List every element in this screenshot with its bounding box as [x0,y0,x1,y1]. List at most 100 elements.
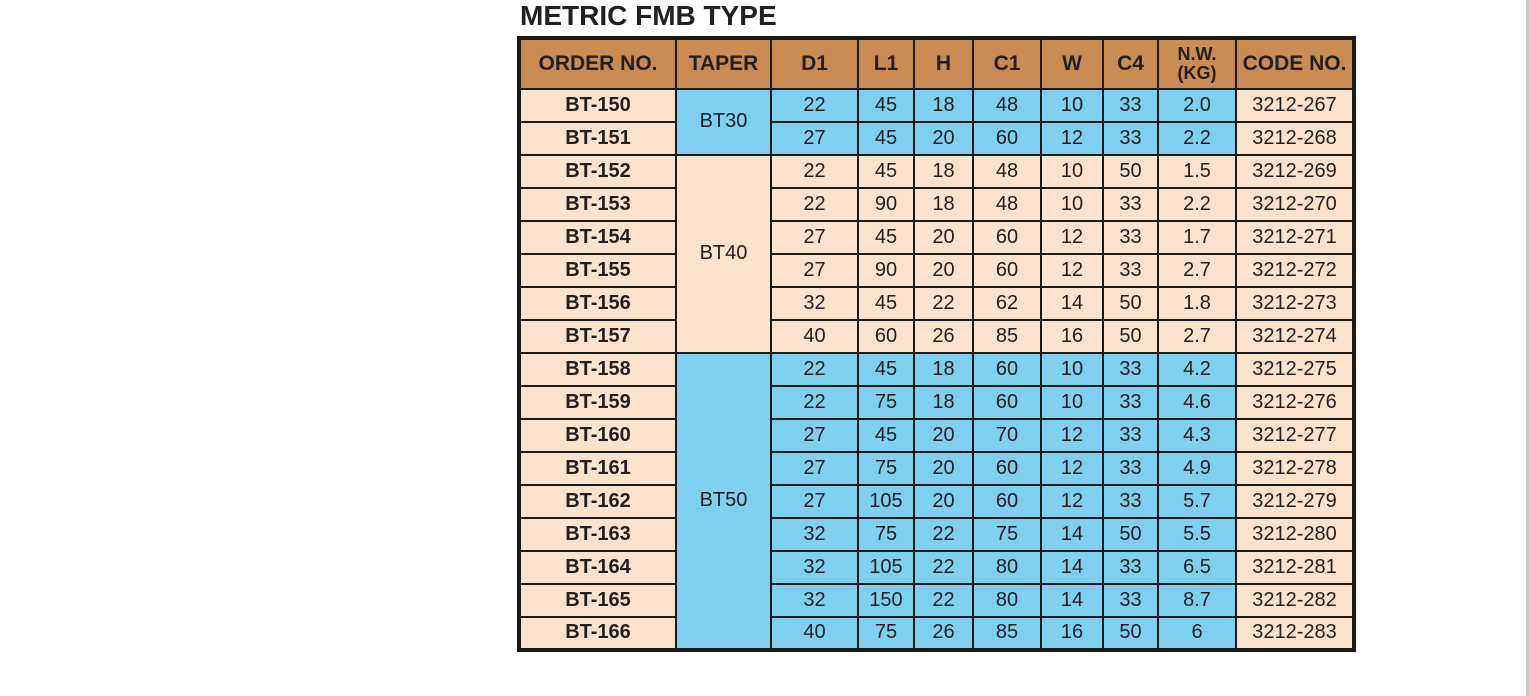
table-row: BT-152 BT40 22 45 18 48 10 50 1.5 3212-269 [518,153,1355,354]
c1-cell: 48 [972,153,1042,189]
code-no-cell: 3212-274 [1235,318,1355,354]
order-no-cell: BT-150 [518,87,677,123]
d1-cell: 32 [770,285,859,321]
w-cell: 16 [1040,615,1104,651]
h-cell: 18 [913,186,974,222]
d1-cell: 27 [770,417,859,453]
order-no-cell: BT-165 [518,582,677,618]
code-no-cell: 3212-278 [1235,450,1355,486]
col-header-nw-kg: N.W. (KG) [1157,36,1237,90]
table-row: BT-154 27 45 20 60 12 33 1.7 3212-271 [518,219,1355,255]
l1-cell: 75 [857,516,915,552]
c4-cell: 33 [1102,417,1159,453]
order-no-cell: BT-151 [518,120,677,156]
table-row: BT-150 BT30 22 45 18 48 10 33 2.0 3212-267 [518,87,1355,156]
c1-cell: 60 [972,483,1042,519]
l1-cell: 90 [857,252,915,288]
l1-cell: 105 [857,483,915,519]
w-cell: 12 [1040,252,1104,288]
h-cell: 18 [913,351,974,387]
col-header-nw-line1: N.W. [1177,43,1217,64]
l1-cell: 45 [857,87,915,123]
nw-kg-cell: 2.2 [1157,186,1237,222]
c1-cell: 70 [972,417,1042,453]
d1-cell: 22 [770,153,859,189]
catalog-table-block: METRIC FMB TYPE ORDER NO. TAPER D1 L1 H … [517,0,1356,652]
table-row: BT-157 40 60 26 85 16 50 2.7 3212-274 [518,318,1355,354]
l1-cell: 45 [857,285,915,321]
code-no-cell: 3212-269 [1235,153,1355,189]
l1-cell: 75 [857,615,915,651]
table-row: BT-166 40 75 26 85 16 50 6 3212-283 [518,615,1355,651]
order-no-cell: BT-158 [518,351,677,387]
table-row: BT-158 BT50 22 45 18 60 10 33 4.2 3212-275 [518,351,1355,651]
c4-cell: 33 [1102,549,1159,585]
order-no-cell: BT-155 [518,252,677,288]
taper-cell: BT40 [675,153,772,354]
c1-cell: 80 [972,549,1042,585]
taper-cell: BT50 [675,351,772,651]
col-header-nw-line2: (KG) [1177,62,1217,83]
taper-cell: BT30 [675,87,772,156]
code-no-cell: 3212-273 [1235,285,1355,321]
d1-cell: 22 [770,87,859,123]
page-edge-line [1526,0,1529,696]
w-cell: 12 [1040,483,1104,519]
code-no-cell: 3212-270 [1235,186,1355,222]
c4-cell: 33 [1102,87,1159,123]
code-no-cell: 3212-268 [1235,120,1355,156]
h-cell: 22 [913,582,974,618]
code-no-cell: 3212-283 [1235,615,1355,651]
metric-fmb-table: ORDER NO. TAPER D1 L1 H C1 W C4 N.W. (KG… [517,35,1356,652]
c4-cell: 33 [1102,120,1159,156]
nw-kg-cell: 2.7 [1157,318,1237,354]
nw-kg-cell: 2.0 [1157,87,1237,123]
c4-cell: 33 [1102,351,1159,387]
d1-cell: 27 [770,219,859,255]
nw-kg-cell: 5.5 [1157,516,1237,552]
h-cell: 20 [913,483,974,519]
w-cell: 10 [1040,384,1104,420]
l1-cell: 75 [857,384,915,420]
d1-cell: 27 [770,120,859,156]
table-row: BT-163 32 75 22 75 14 50 5.5 3212-280 [518,516,1355,552]
col-header-c1: C1 [972,36,1042,90]
w-cell: 10 [1040,153,1104,189]
c1-cell: 48 [972,186,1042,222]
d1-cell: 32 [770,549,859,585]
table-row: BT-165 32 150 22 80 14 33 8.7 3212-282 [518,582,1355,618]
d1-cell: 27 [770,450,859,486]
w-cell: 14 [1040,285,1104,321]
order-no-cell: BT-162 [518,483,677,519]
code-no-cell: 3212-280 [1235,516,1355,552]
code-no-cell: 3212-275 [1235,351,1355,387]
col-header-c4: C4 [1102,36,1159,90]
h-cell: 22 [913,516,974,552]
c4-cell: 33 [1102,450,1159,486]
code-no-cell: 3212-277 [1235,417,1355,453]
code-no-cell: 3212-267 [1235,87,1355,123]
c4-cell: 33 [1102,219,1159,255]
col-header-order-no: ORDER NO. [518,36,677,90]
c1-cell: 75 [972,516,1042,552]
l1-cell: 45 [857,120,915,156]
c1-cell: 85 [972,615,1042,651]
order-no-cell: BT-154 [518,219,677,255]
order-no-cell: BT-163 [518,516,677,552]
nw-kg-cell: 2.7 [1157,252,1237,288]
w-cell: 12 [1040,120,1104,156]
col-header-w: W [1040,36,1104,90]
d1-cell: 27 [770,252,859,288]
c1-cell: 60 [972,219,1042,255]
c4-cell: 33 [1102,582,1159,618]
col-header-l1: L1 [857,36,915,90]
h-cell: 26 [913,615,974,651]
l1-cell: 60 [857,318,915,354]
c1-cell: 80 [972,582,1042,618]
nw-kg-cell: 8.7 [1157,582,1237,618]
table-row: BT-162 27 105 20 60 12 33 5.7 3212-279 [518,483,1355,519]
table-row: BT-161 27 75 20 60 12 33 4.9 3212-278 [518,450,1355,486]
h-cell: 22 [913,285,974,321]
d1-cell: 40 [770,615,859,651]
col-header-h: H [913,36,974,90]
